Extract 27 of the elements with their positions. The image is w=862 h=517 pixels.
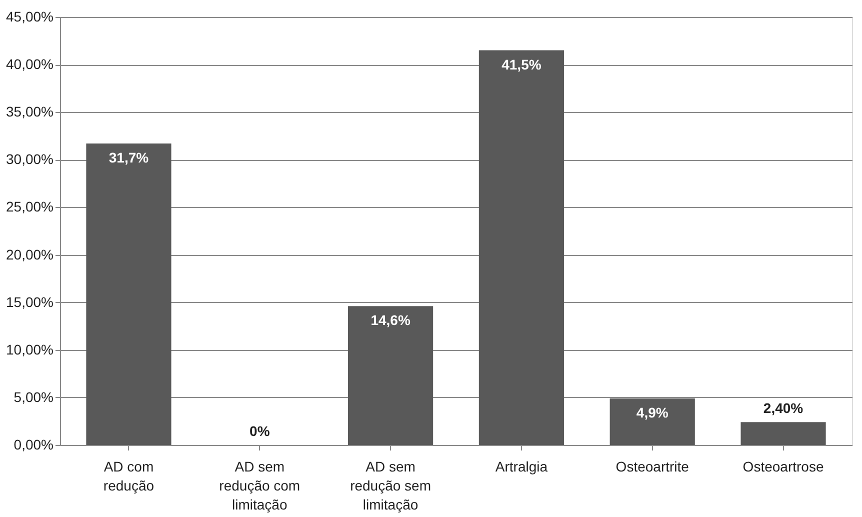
y-tick-label: 45,00% <box>6 8 54 24</box>
y-tick-label: 40,00% <box>6 56 54 72</box>
y-tick-label: 0,00% <box>14 436 54 452</box>
bar <box>348 306 434 445</box>
bar <box>86 144 172 445</box>
x-tick-label: Osteoartrose <box>742 458 824 474</box>
x-tick-label: AD com redução <box>103 458 154 494</box>
data-label: 2,40% <box>763 400 804 416</box>
bar <box>740 422 826 445</box>
y-tick-label: 15,00% <box>6 294 54 310</box>
bar <box>478 50 564 445</box>
data-label: 14,6% <box>370 312 411 328</box>
data-label: 0% <box>250 423 270 439</box>
y-tick-label: 30,00% <box>6 151 54 168</box>
x-tick-label: Osteoartrite <box>616 458 690 474</box>
y-tick-label: 20,00% <box>6 246 54 262</box>
x-tick-label: AD sem redução com limitação <box>219 458 300 512</box>
data-label: 4,9% <box>636 404 669 420</box>
data-label: 41,5% <box>502 56 542 72</box>
bar <box>610 398 695 445</box>
y-tick-label: 35,00% <box>6 104 54 120</box>
x-tick-label: Artralgia <box>495 458 548 474</box>
data-label: 31,7% <box>108 150 150 166</box>
y-tick-label: 25,00% <box>6 198 54 215</box>
y-tick-label: 10,00% <box>6 341 54 358</box>
x-tick-label: AD sem redução sem limitação <box>350 458 432 512</box>
y-tick-label: 5,00% <box>14 388 54 405</box>
